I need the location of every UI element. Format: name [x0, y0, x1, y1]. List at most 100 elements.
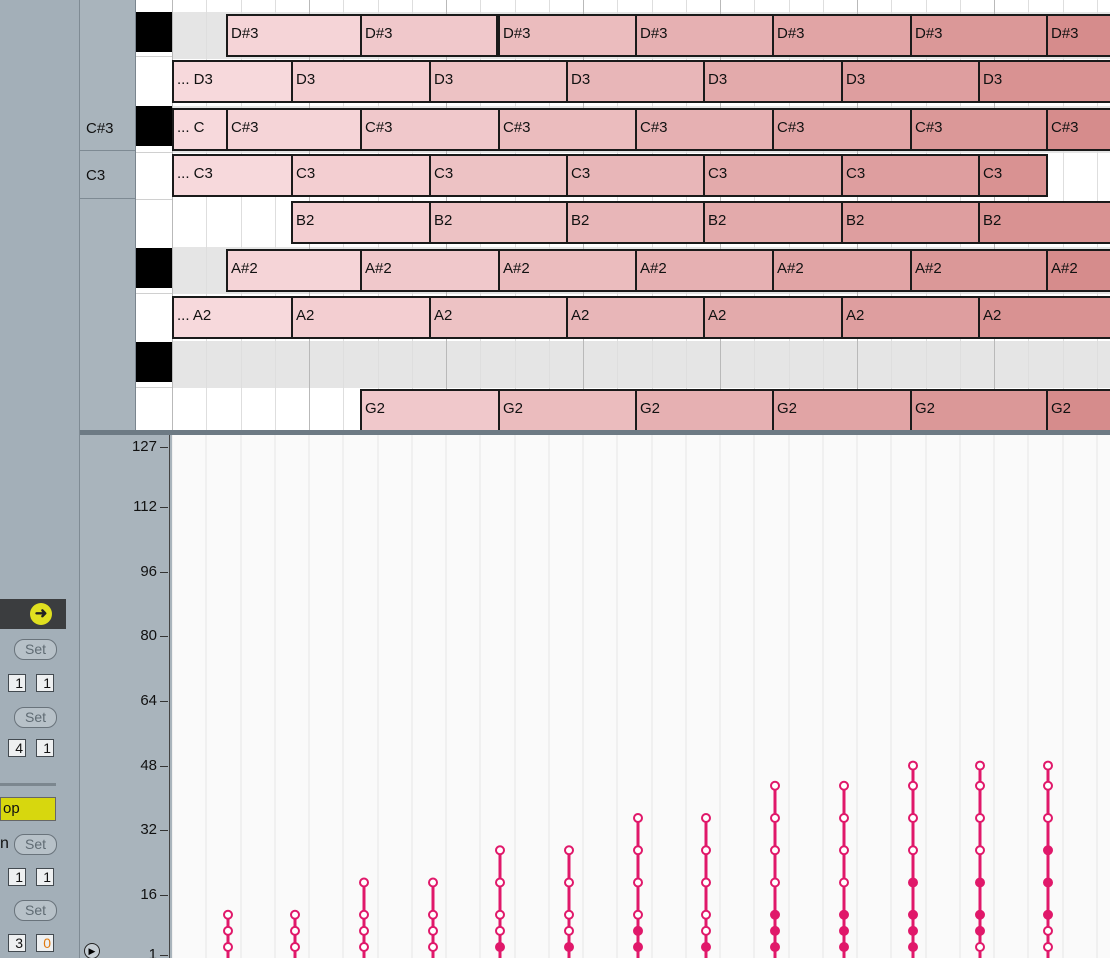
- velocity-handle[interactable]: [633, 925, 643, 936]
- velocity-handle[interactable]: [564, 845, 574, 856]
- midi-note[interactable]: A2: [566, 296, 705, 339]
- midi-note[interactable]: C#3: [360, 108, 500, 151]
- velocity-handle[interactable]: [839, 925, 849, 936]
- midi-note[interactable]: A2: [841, 296, 980, 339]
- midi-note[interactable]: ... C: [172, 108, 228, 151]
- velocity-handle[interactable]: [359, 877, 369, 888]
- midi-note[interactable]: D#3: [635, 14, 774, 57]
- velocity-handle[interactable]: [495, 942, 505, 952]
- length-set-button[interactable]: Set: [14, 900, 57, 921]
- midi-note[interactable]: B2: [841, 201, 980, 244]
- end-beat-field[interactable]: 1: [36, 739, 54, 757]
- midi-note[interactable]: C3: [841, 154, 980, 197]
- velocity-handle[interactable]: [359, 925, 369, 936]
- velocity-handle[interactable]: [564, 925, 574, 936]
- midi-note[interactable]: D3: [566, 60, 705, 103]
- midi-note[interactable]: D3: [978, 60, 1110, 103]
- midi-note[interactable]: C#3: [910, 108, 1048, 151]
- velocity-handle[interactable]: [428, 925, 438, 936]
- midi-note[interactable]: A#2: [1046, 249, 1110, 292]
- loop-start-bar-field[interactable]: 1: [8, 868, 26, 886]
- velocity-handle[interactable]: [701, 909, 711, 920]
- velocity-handle[interactable]: [633, 942, 643, 952]
- velocity-handle[interactable]: [975, 925, 985, 936]
- velocity-handle[interactable]: [701, 925, 711, 936]
- velocity-handle[interactable]: [908, 780, 918, 791]
- midi-note[interactable]: G2: [360, 389, 500, 432]
- velocity-handle[interactable]: [770, 812, 780, 823]
- midi-note[interactable]: C#3: [772, 108, 912, 151]
- velocity-handle[interactable]: [975, 909, 985, 920]
- midi-note[interactable]: C#3: [635, 108, 774, 151]
- end-bar-field[interactable]: 4: [8, 739, 26, 757]
- velocity-handle[interactable]: [223, 909, 233, 920]
- velocity-handle[interactable]: [701, 845, 711, 856]
- note-grid[interactable]: D#3 D#3 D#3 D#3 D#3 D#3 D#3... D3 D3 D3 D3 D3 D3 D3.…: [172, 0, 1110, 432]
- midi-note[interactable]: A2: [429, 296, 568, 339]
- velocity-handle[interactable]: [359, 942, 369, 952]
- velocity-handle[interactable]: [975, 942, 985, 952]
- arrow-right-icon[interactable]: ➜: [30, 603, 52, 625]
- start-set-button[interactable]: Set: [14, 639, 57, 660]
- velocity-handle[interactable]: [908, 925, 918, 936]
- midi-note[interactable]: A#2: [772, 249, 912, 292]
- velocity-handle[interactable]: [633, 845, 643, 856]
- velocity-handle[interactable]: [1043, 925, 1053, 936]
- midi-note[interactable]: D#3: [226, 14, 362, 57]
- velocity-handle[interactable]: [290, 909, 300, 920]
- velocity-handle[interactable]: [770, 780, 780, 791]
- velocity-handle[interactable]: [701, 877, 711, 888]
- velocity-chart[interactable]: [172, 435, 1110, 958]
- midi-note[interactable]: D3: [841, 60, 980, 103]
- midi-note[interactable]: C3: [291, 154, 431, 197]
- midi-note[interactable]: D#3: [910, 14, 1048, 57]
- midi-note[interactable]: A2: [978, 296, 1110, 339]
- velocity-handle[interactable]: [839, 909, 849, 920]
- loop-length-beat-field[interactable]: 0: [36, 934, 54, 952]
- loop-start-beat-field[interactable]: 1: [36, 868, 54, 886]
- midi-note[interactable]: C3: [429, 154, 568, 197]
- start-beat-field[interactable]: 1: [36, 674, 54, 692]
- midi-note[interactable]: B2: [291, 201, 431, 244]
- velocity-handle[interactable]: [975, 760, 985, 771]
- velocity-handle[interactable]: [770, 877, 780, 888]
- velocity-handle[interactable]: [975, 877, 985, 888]
- velocity-handle[interactable]: [428, 909, 438, 920]
- midi-note[interactable]: ... C3: [172, 154, 293, 197]
- midi-note[interactable]: C#3: [1046, 108, 1110, 151]
- midi-note[interactable]: D#3: [360, 14, 498, 57]
- midi-note[interactable]: B2: [566, 201, 705, 244]
- velocity-handle[interactable]: [1043, 877, 1053, 888]
- velocity-handle[interactable]: [428, 877, 438, 888]
- velocity-handle[interactable]: [1043, 812, 1053, 823]
- play-icon[interactable]: ▶: [84, 943, 100, 958]
- velocity-handle[interactable]: [975, 845, 985, 856]
- start-bar-field[interactable]: 1: [8, 674, 26, 692]
- velocity-handle[interactable]: [839, 845, 849, 856]
- velocity-handle[interactable]: [908, 845, 918, 856]
- midi-note[interactable]: D#3: [498, 14, 637, 57]
- midi-note[interactable]: D#3: [772, 14, 912, 57]
- velocity-handle[interactable]: [495, 925, 505, 936]
- velocity-handle[interactable]: [701, 812, 711, 823]
- velocity-handle[interactable]: [223, 925, 233, 936]
- velocity-handle[interactable]: [908, 760, 918, 771]
- midi-note[interactable]: A#2: [360, 249, 500, 292]
- midi-note[interactable]: C3: [978, 154, 1048, 197]
- midi-note[interactable]: C#3: [498, 108, 637, 151]
- black-key-g-sharp-2[interactable]: [136, 342, 173, 382]
- velocity-handle[interactable]: [908, 942, 918, 952]
- piano-keyboard[interactable]: [135, 0, 173, 430]
- editor-splitter[interactable]: [80, 430, 1110, 435]
- velocity-handle[interactable]: [839, 812, 849, 823]
- midi-note[interactable]: A#2: [226, 249, 362, 292]
- velocity-handle[interactable]: [564, 942, 574, 952]
- midi-note[interactable]: C3: [703, 154, 843, 197]
- velocity-handle[interactable]: [770, 909, 780, 920]
- black-key-c-sharp-3[interactable]: [136, 106, 173, 146]
- velocity-handle[interactable]: [770, 942, 780, 952]
- midi-note[interactable]: B2: [429, 201, 568, 244]
- midi-note[interactable]: G2: [498, 389, 637, 432]
- midi-note[interactable]: B2: [978, 201, 1110, 244]
- black-key-d-sharp-3[interactable]: [136, 12, 173, 52]
